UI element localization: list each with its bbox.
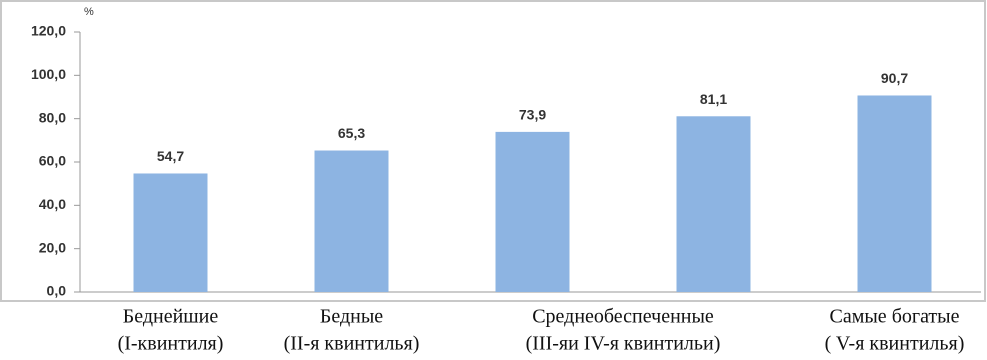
x-tick-label: (II-я квинтилья) xyxy=(284,333,420,355)
y-unit: % xyxy=(84,6,94,18)
y-tick-label: 40,0 xyxy=(39,196,66,212)
y-tick-label: 120,0 xyxy=(31,23,66,39)
x-tick-label: Самые богатые xyxy=(830,306,960,328)
bar xyxy=(857,95,932,292)
bar xyxy=(676,116,751,293)
x-tick-label: (I-квинтиля) xyxy=(118,333,224,355)
x-tick-label: ( V-я квинтилья) xyxy=(825,333,965,355)
bar xyxy=(495,131,570,292)
bar xyxy=(314,150,389,292)
y-tick-label: 0,0 xyxy=(47,283,67,299)
value-label: 73,9 xyxy=(519,107,546,123)
value-label: 54,7 xyxy=(157,148,184,164)
value-label: 65,3 xyxy=(338,125,365,141)
bar xyxy=(133,173,208,292)
y-tick-label: 80,0 xyxy=(39,109,66,125)
value-label: 90,7 xyxy=(881,70,908,86)
x-tick-label: (III-яи IV-я квинтильи) xyxy=(526,333,721,355)
x-tick-label: Бедные xyxy=(320,306,383,328)
y-tick-label: 20,0 xyxy=(39,239,66,255)
y-tick-label: 100,0 xyxy=(31,66,66,82)
value-label: 81,1 xyxy=(700,91,727,107)
x-tick-label: Среднеобеспеченные xyxy=(532,306,714,328)
x-tick-label: Беднейшие xyxy=(123,306,219,328)
y-tick-label: 60,0 xyxy=(39,153,66,169)
